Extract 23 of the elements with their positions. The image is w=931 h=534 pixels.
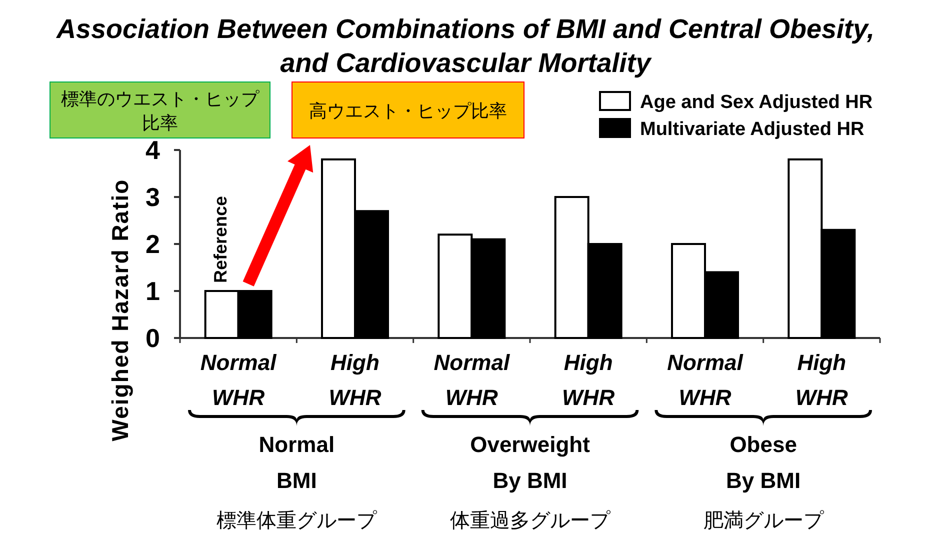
y-tick-label: 0 (146, 323, 160, 353)
x-tick-label: High WHR (562, 350, 615, 410)
y-axis-title: Weighed Hazard Ratio (107, 178, 133, 442)
x-tick-label: High WHR (795, 350, 848, 410)
x-tick-label: Normal WHR (667, 350, 744, 410)
y-tick-label: 2 (146, 229, 160, 259)
chart-title: Association Between Combinations of BMI and Central Obesity, and Cardiovascular Mortality (55, 14, 875, 78)
x-tick-label: High WHR (328, 350, 382, 410)
y-tick-label: 1 (146, 276, 160, 306)
text: 標準体重グループ (216, 510, 378, 532)
text: Overweight By BMI (470, 432, 591, 493)
callout: 高ウエスト・ヒップ比率 (292, 82, 524, 138)
legend-label: Multivariate Adjusted HR (640, 119, 864, 140)
y-tick-label: 3 (146, 182, 160, 212)
text: 体重過多グループ (450, 510, 611, 532)
x-tick-label: Normal WHR (200, 350, 278, 410)
x-tick-label: Normal WHR (434, 350, 510, 410)
text: 肥満グループ (703, 510, 824, 532)
text: Obese By BMI (726, 432, 801, 493)
legend-label: Age and Sex Adjusted HR (640, 92, 873, 113)
annotation: Reference (210, 196, 230, 283)
text: Normal BMI (258, 432, 335, 493)
callout: 標準のウエスト・ヒップ比率 (50, 82, 270, 138)
